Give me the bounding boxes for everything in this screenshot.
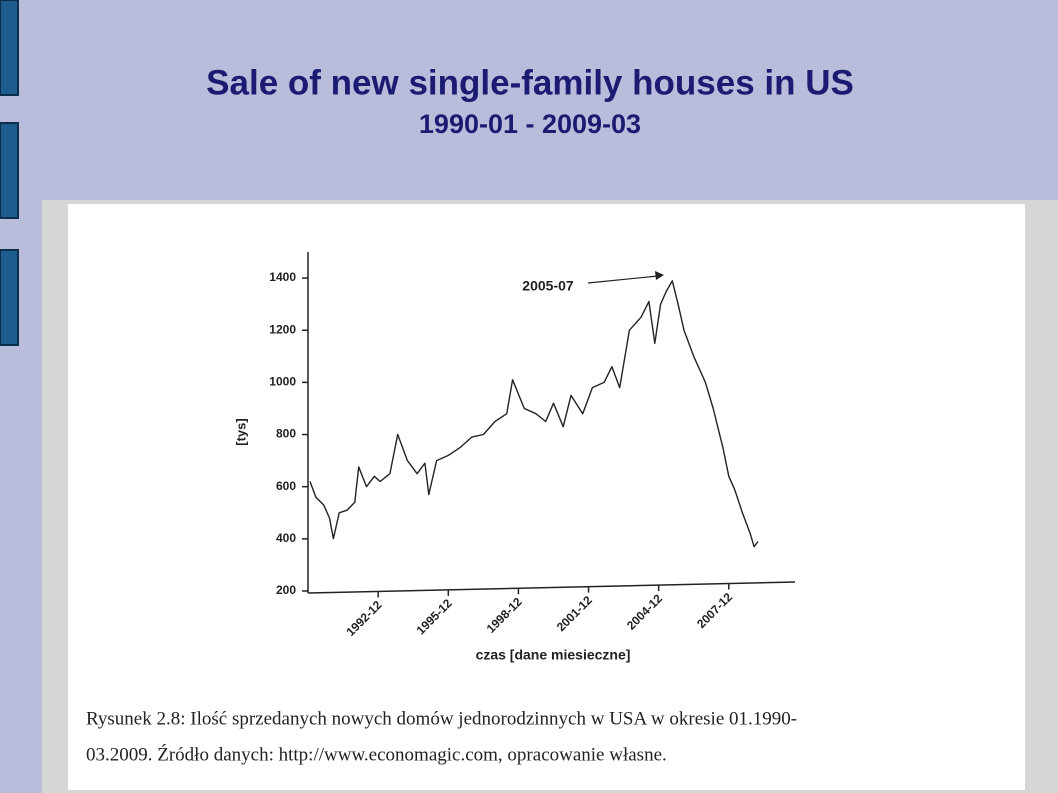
scan bbox=[68, 204, 1025, 790]
data-line bbox=[309, 280, 759, 548]
y-tick-label: 1000 bbox=[269, 375, 296, 389]
side-bar bbox=[0, 0, 19, 96]
y-tick-label: 400 bbox=[276, 531, 296, 545]
y-tick-label: 600 bbox=[276, 479, 296, 493]
x-axis-label: czas [dane miesieczne] bbox=[476, 647, 631, 663]
caption-line: Rysunek 2.8: Ilość sprzedanych nowych do… bbox=[86, 708, 797, 729]
annotation: 2005-07 bbox=[522, 278, 574, 294]
y-tick-label: 800 bbox=[276, 427, 296, 441]
y-tick-label: 200 bbox=[276, 583, 296, 597]
x-axis bbox=[307, 581, 796, 594]
arrow-head bbox=[655, 271, 664, 280]
side-bar bbox=[0, 122, 19, 219]
annotation-arrow bbox=[587, 275, 659, 284]
caption-line: 03.2009. Źródło danych: http://www.econo… bbox=[86, 743, 667, 765]
side-bar bbox=[0, 249, 19, 346]
slide-subtitle: 1990-01 - 2009-03 bbox=[419, 109, 641, 139]
y-axis-label: [tys] bbox=[233, 418, 248, 445]
slide-title: Sale of new single-family houses in US bbox=[206, 63, 854, 102]
y-tick-label: 1200 bbox=[269, 322, 296, 336]
y-tick-label: 1400 bbox=[269, 270, 296, 284]
